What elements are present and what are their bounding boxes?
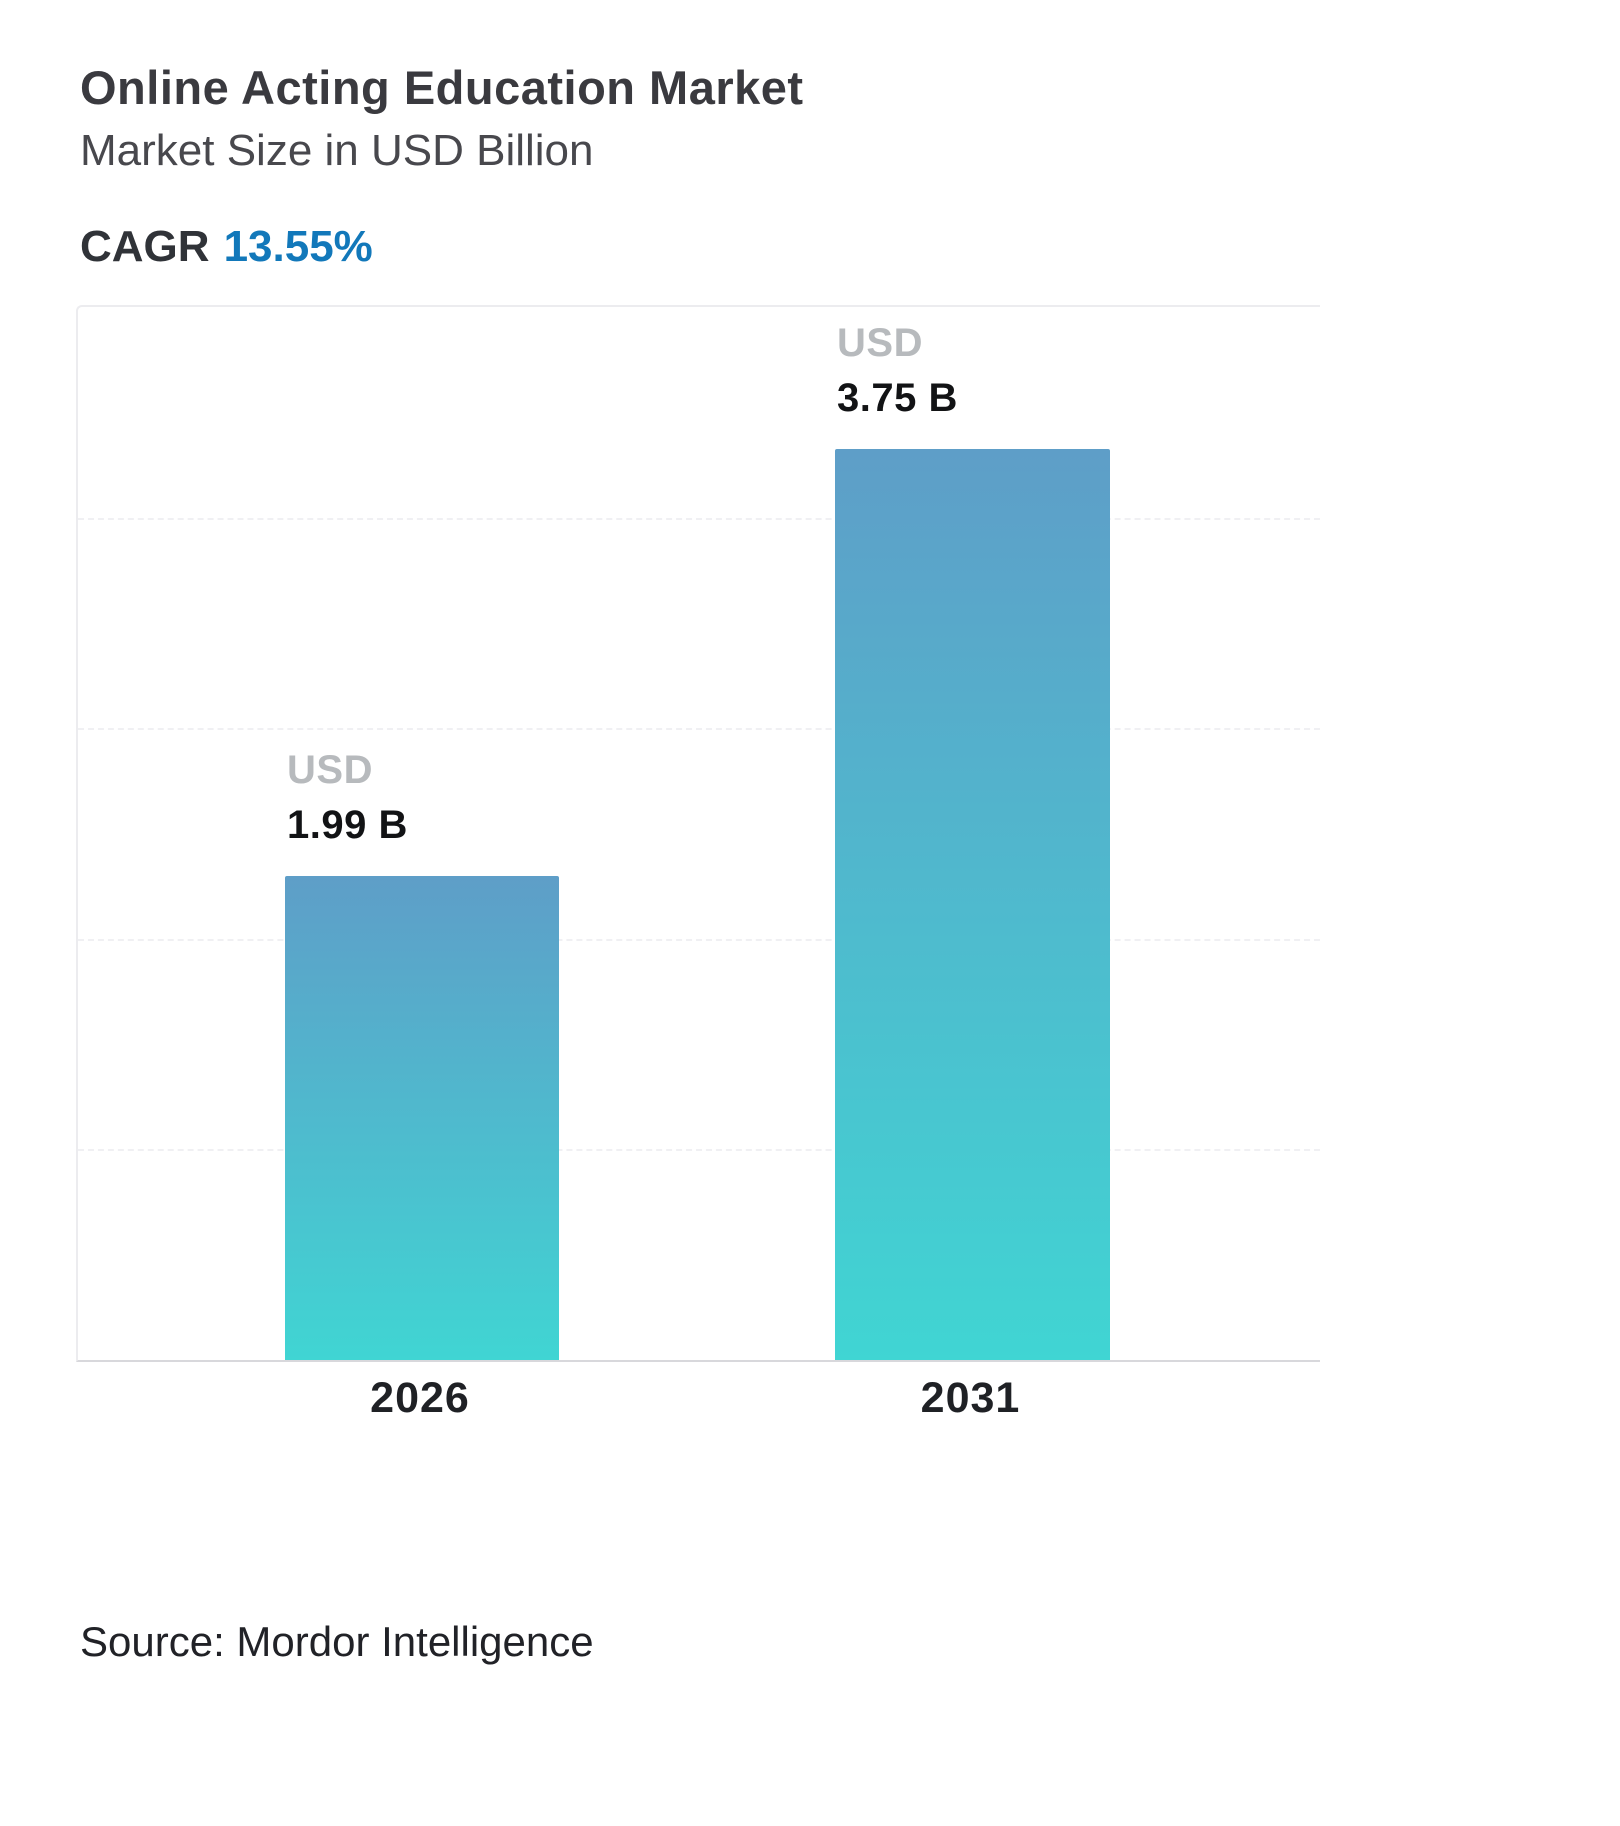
- source-attribution: Source: Mordor Intelligence: [80, 1618, 594, 1665]
- bar-2026: [285, 876, 559, 1360]
- x-axis-label-2026: 2026: [370, 1374, 470, 1422]
- bar-label-currency: USD: [837, 321, 923, 365]
- chart-subtitle: Market Size in USD Billion: [80, 126, 594, 175]
- plot-area: USD 1.99 B USD 3.75 B: [76, 305, 1320, 1362]
- cagr-value: 13.55%: [223, 222, 373, 271]
- bar-2031: [835, 449, 1110, 1360]
- bar-group-2031: USD 3.75 B: [835, 307, 1110, 1360]
- gridline: [78, 938, 1320, 941]
- chart-title: Online Acting Education Market: [80, 61, 804, 114]
- bar-value-label-2031: USD 3.75 B: [837, 321, 958, 421]
- bar-label-value: 1.99 B: [287, 803, 408, 847]
- x-axis-label-2031: 2031: [920, 1374, 1021, 1422]
- gridline: [78, 728, 1320, 731]
- bar-value-label-2026: USD 1.99 B: [287, 748, 408, 848]
- bar-label-currency: USD: [287, 748, 373, 792]
- cagr-line: CAGR 13.55%: [80, 222, 373, 272]
- x-axis: 2026 2031: [76, 1374, 1320, 1444]
- bar-label-value: 3.75 B: [837, 376, 958, 420]
- gridline: [78, 517, 1320, 520]
- cagr-label: CAGR: [80, 222, 210, 271]
- bar-group-2026: USD 1.99 B: [285, 307, 559, 1360]
- gridline: [78, 1149, 1320, 1152]
